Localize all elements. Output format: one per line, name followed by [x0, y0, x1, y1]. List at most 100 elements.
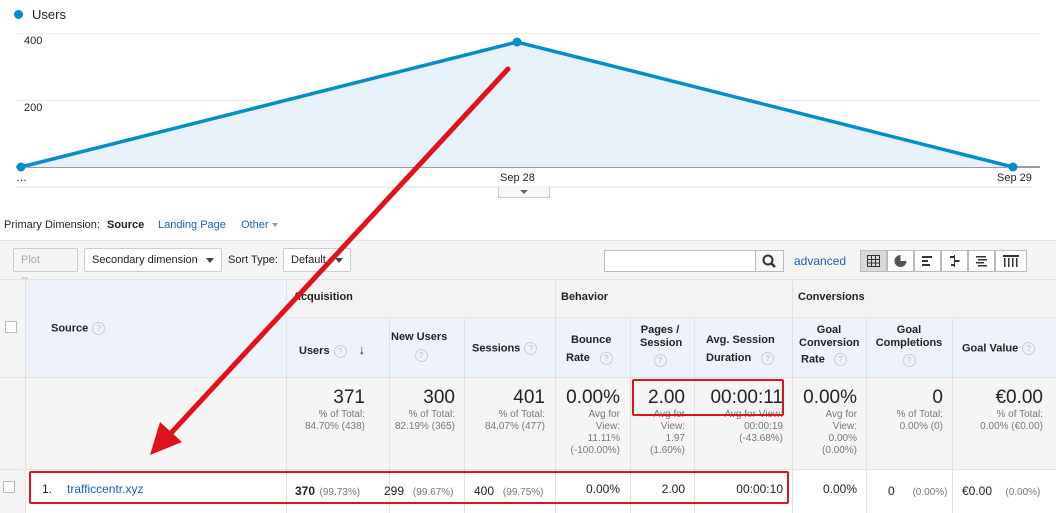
- sort-type-dropdown[interactable]: Default: [283, 248, 351, 272]
- goal-compl-label-2: Completions: [875, 337, 943, 349]
- column-header-users[interactable]: Users? ↓: [299, 342, 365, 358]
- column-header-sessions[interactable]: Sessions?: [472, 342, 538, 355]
- total-users: 371% of Total: 84.70% (438): [290, 387, 365, 433]
- row-goal-value-pct: (0.00%): [1005, 487, 1041, 498]
- advanced-link[interactable]: advanced: [794, 254, 847, 268]
- help-icon[interactable]: ?: [902, 354, 916, 367]
- row-goal-value-value: €0.00: [962, 484, 993, 498]
- help-icon[interactable]: ?: [333, 344, 347, 358]
- x-tick-sep28: Sep 28: [500, 172, 535, 184]
- total-new-users: 300% of Total: 82.19% (365): [392, 387, 455, 433]
- pages-session-label-2: Session: [640, 337, 683, 349]
- chevron-down-icon: [335, 258, 343, 263]
- column-header-new-users[interactable]: New Users?: [391, 331, 447, 362]
- column-header-avg-session-duration[interactable]: Avg. Session Duration?: [706, 331, 775, 367]
- data-point-users-0[interactable]: [16, 162, 26, 172]
- total-new-users-value: 300: [423, 387, 455, 408]
- help-icon[interactable]: ?: [653, 354, 667, 367]
- x-tick-sep29: Sep 29: [997, 172, 1032, 184]
- pie-chart-icon: [894, 255, 907, 267]
- data-point-users-2[interactable]: [1008, 162, 1018, 172]
- annotation-box-totals: [632, 379, 784, 416]
- total-pages-sub3: 1.97: [665, 433, 685, 444]
- total-bounce-value: 0.00%: [566, 387, 620, 408]
- total-sessions-sub2: 84.07% (477): [484, 421, 545, 432]
- total-duration-sub3: (-43.68%): [739, 433, 783, 444]
- data-point-users-1[interactable]: [512, 37, 522, 47]
- sessions-label: Sessions: [472, 342, 521, 355]
- search-button[interactable]: [756, 250, 784, 272]
- goal-value-label: Goal Value: [962, 342, 1019, 355]
- totals-row-bg: [0, 377, 1056, 469]
- series-area-users: [21, 42, 1013, 167]
- total-bounce-sub2: View:: [595, 421, 620, 432]
- total-new-users-sub1: % of Total:: [408, 409, 455, 420]
- total-goal-conv-sub3: 0.00%: [828, 433, 857, 444]
- users-label: Users: [299, 345, 330, 357]
- column-header-goal-value[interactable]: Goal Value?: [962, 342, 1036, 355]
- view-term-cloud-button[interactable]: [968, 250, 995, 272]
- primary-dimension-landing-page[interactable]: Landing Page: [158, 219, 226, 231]
- view-pie-button[interactable]: [887, 250, 914, 272]
- primary-dimension-other[interactable]: Other: [241, 219, 278, 231]
- help-icon[interactable]: ?: [833, 353, 847, 366]
- total-goal-conv-value: 0.00%: [803, 387, 857, 408]
- column-header-bounce-rate[interactable]: Bounce Rate?: [566, 331, 613, 367]
- primary-dimension-source[interactable]: Source: [107, 219, 145, 231]
- total-goal-value: €0.00% of Total: 0.00% (€0.00): [955, 387, 1043, 433]
- source-header[interactable]: Source?: [51, 322, 106, 335]
- total-bounce-sub3: 11.11%: [587, 433, 620, 444]
- total-goal-value-value: €0.00: [995, 387, 1043, 408]
- total-sessions-sub1: % of Total:: [498, 409, 545, 420]
- total-goal-value-sub2: 0.00% (€0.00): [980, 421, 1043, 432]
- total-goal-compl-value: 0: [932, 387, 943, 408]
- pivot-icon: [1003, 255, 1019, 267]
- bounce-rate-label-1: Bounce: [571, 334, 612, 346]
- select-all-checkbox[interactable]: [5, 321, 17, 333]
- row-index: 1.: [42, 482, 53, 496]
- view-performance-button[interactable]: [914, 250, 941, 272]
- view-comparison-button[interactable]: [941, 250, 968, 272]
- chart-resize-handle[interactable]: [498, 187, 550, 198]
- column-header-pages-session[interactable]: Pages / Session?: [640, 324, 683, 367]
- row-pages-session: 2.00: [661, 482, 685, 496]
- help-icon[interactable]: ?: [1022, 342, 1036, 355]
- grid-icon: [867, 255, 880, 267]
- sort-type-label: Sort Type:: [228, 254, 278, 266]
- help-icon[interactable]: ?: [761, 351, 775, 365]
- chevron-down-icon: [271, 223, 278, 228]
- help-icon[interactable]: ?: [524, 342, 538, 355]
- total-goal-conversion: 0.00% Avg for View: 0.00% (0.00%): [795, 387, 857, 457]
- view-table-button[interactable]: [860, 250, 887, 272]
- primary-dimension-label: Primary Dimension:: [4, 219, 100, 231]
- column-header-goal-conversion-rate[interactable]: Goal Conversion Rate?: [799, 324, 860, 366]
- comparison-icon: [950, 255, 960, 267]
- total-bounce-sub1: Avg for: [588, 409, 621, 420]
- goal-conv-label-2: Conversion: [799, 337, 860, 349]
- row-goal-value: €0.00 (0.00%): [962, 482, 1040, 500]
- row-source-link[interactable]: trafficcentr.xyz: [67, 482, 144, 496]
- new-users-label: New Users: [391, 331, 448, 343]
- total-goal-completions: 0% of Total: 0.00% (0): [869, 387, 943, 433]
- row-users: 370 (99.73%): [295, 482, 360, 500]
- row-bounce-rate: 0.00%: [585, 482, 620, 496]
- row-goal-compl-pct: (0.00%): [912, 487, 948, 498]
- total-pages-sub4: (1.60%): [649, 445, 685, 456]
- column-header-goal-completions[interactable]: Goal Completions?: [874, 324, 944, 367]
- total-duration-sub2: 00:00:19: [744, 421, 783, 432]
- total-goal-conv-sub2: View:: [832, 421, 857, 432]
- table-search-input[interactable]: [604, 250, 756, 272]
- row-new-users: 299 (99.67%): [384, 482, 454, 500]
- view-pivot-button[interactable]: [995, 250, 1027, 272]
- goal-conv-label-1: Goal: [816, 324, 842, 336]
- chevron-down-icon: [206, 258, 214, 263]
- help-icon[interactable]: ?: [599, 351, 613, 365]
- secondary-dimension-dropdown[interactable]: Secondary dimension: [84, 248, 222, 272]
- legend-label-users: Users: [32, 7, 66, 22]
- help-icon[interactable]: ?: [414, 349, 428, 362]
- help-icon[interactable]: ?: [92, 322, 106, 335]
- row-new-users-pct: (99.67%): [412, 487, 454, 498]
- total-pages-value: 2.00: [648, 387, 685, 408]
- total-duration-value: 00:00:11: [710, 387, 783, 408]
- row-checkbox[interactable]: [3, 481, 15, 493]
